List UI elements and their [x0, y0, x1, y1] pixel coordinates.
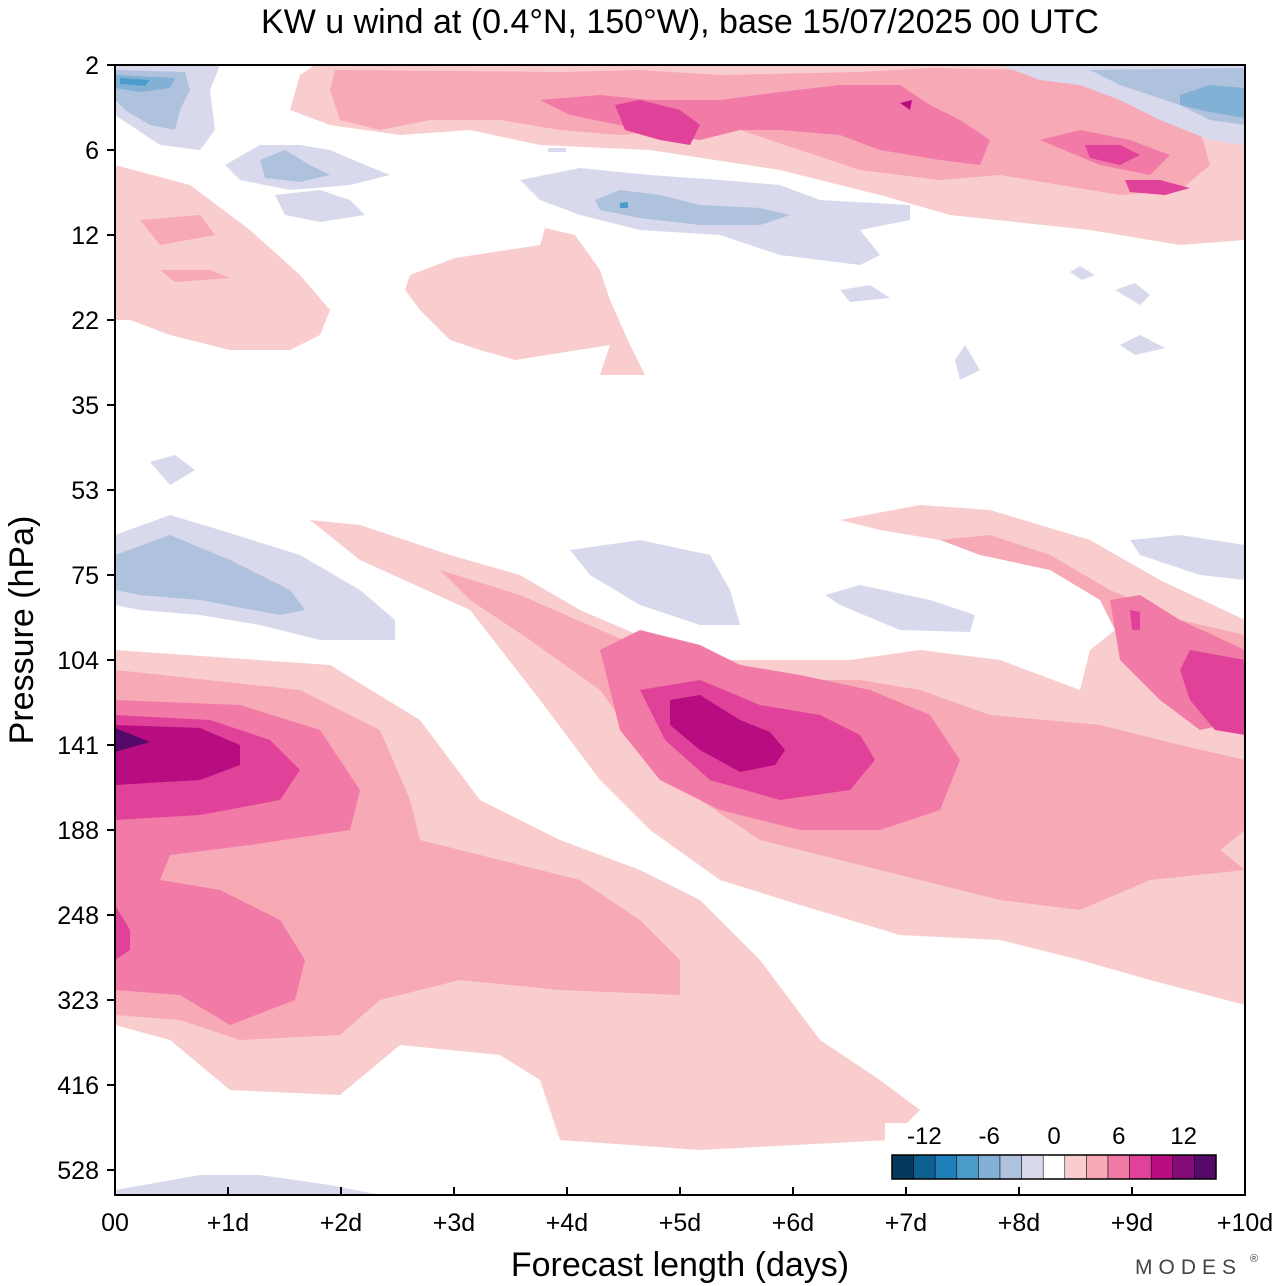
- colorbar-swatch: [999, 1154, 1022, 1180]
- colorbar-swatch: [1150, 1154, 1174, 1180]
- x-tick-label: +3d: [433, 1209, 475, 1237]
- colorbar-tick-label: -6: [979, 1123, 1000, 1150]
- y-tick-label: 323: [57, 987, 99, 1015]
- y-tick-label: 248: [57, 902, 99, 930]
- x-tick-label: +9d: [1111, 1209, 1153, 1237]
- colorbar-swatch: [978, 1154, 1001, 1180]
- y-tick-label: 75: [71, 562, 99, 590]
- x-tick-label: +1d: [207, 1209, 249, 1237]
- contour-westerly-upper-7: [1125, 180, 1190, 195]
- x-tick-label: +5d: [659, 1209, 701, 1237]
- contour-westerly-left-upper-2: [140, 215, 215, 245]
- contour-westerly-core-east: [670, 695, 785, 772]
- y-tick-label: 104: [57, 647, 99, 675]
- contour-easterly-75hPa-2: [115, 535, 305, 615]
- contour-easterly-53hPa: [150, 455, 195, 485]
- y-tick-label: 188: [57, 817, 99, 845]
- contour-easterly-9hPa-spot: [620, 202, 628, 208]
- modes-logo-mark: ®: [1250, 1253, 1258, 1265]
- x-axis-label: Forecast length (days): [511, 1246, 849, 1284]
- colorbar-swatch: [1021, 1154, 1044, 1180]
- colorbar-tick-label: 6: [1112, 1123, 1125, 1150]
- y-tick-label: 6: [85, 137, 99, 165]
- y-axis: 2 6 12 22 35 53 75 104 141 188 248 323 416 528: [57, 52, 115, 1185]
- contour-easterly-35hPa: [955, 345, 980, 380]
- colorbar-swatch: [891, 1154, 914, 1180]
- y-tick-label: 2: [85, 52, 99, 80]
- y-tick-label: 528: [57, 1157, 99, 1185]
- colorbar-swatch: [1172, 1154, 1195, 1180]
- contour-easterly-18hPa: [1070, 266, 1095, 280]
- colorbar-swatch: [1042, 1154, 1066, 1180]
- contour-easterly-2hPa-4: [120, 78, 150, 86]
- x-tick-label: 00: [101, 1209, 129, 1237]
- colorbar-swatch: [1064, 1154, 1087, 1180]
- colorbar-tick-label: -12: [907, 1123, 942, 1150]
- contour-westerly-mid-upper: [405, 228, 645, 375]
- contour-easterly-10hPa: [275, 190, 365, 222]
- x-tick-label: +7d: [885, 1209, 927, 1237]
- x-tick-label: +2d: [320, 1209, 362, 1237]
- contour-westerly-upper-5: [615, 100, 700, 145]
- modes-logo: MODES: [1135, 1256, 1242, 1279]
- x-tick-label: +6d: [772, 1209, 814, 1237]
- colorbar-swatch: [1194, 1154, 1217, 1180]
- colorbar-swatch: [913, 1154, 936, 1180]
- contour-easterly-90hPa: [825, 585, 975, 632]
- colorbar-tick-label: 12: [1170, 1123, 1197, 1150]
- x-tick-label: +4d: [546, 1209, 588, 1237]
- contour-westerly-lower-left: [115, 905, 130, 960]
- contour-westerly-core-west: [115, 725, 240, 785]
- x-axis: 00 +1d +2d +3d +4d +5d +6d +7d +8d +9d +10d: [101, 1187, 1273, 1237]
- contour-easterly-75hPa-east: [1130, 535, 1245, 580]
- y-tick-label: 22: [71, 307, 99, 335]
- contour-easterly-28hPa: [1120, 335, 1165, 355]
- colorbar-swatch: [1129, 1154, 1152, 1180]
- contour-westerly-upper-6: [1085, 145, 1140, 165]
- chart-title: KW u wind at (0.4°N, 150°W), base 15/07/…: [261, 3, 1099, 41]
- x-tick-label: +8d: [998, 1209, 1040, 1237]
- colorbar-frame: [891, 1154, 1217, 1180]
- contour-easterly-6hPa: [548, 148, 566, 152]
- colorbar-swatch: [1086, 1154, 1109, 1180]
- contour-westerly-east-spot: [1130, 610, 1140, 630]
- y-axis-label: Pressure (hPa): [3, 516, 41, 745]
- contour-easterly-550hPa: [115, 1175, 380, 1195]
- contour-easterly-9hPa-2: [595, 190, 790, 225]
- colorbar-swatch: [1107, 1154, 1130, 1180]
- contour-easterly-20hPa: [1115, 283, 1150, 305]
- contour-westerly-upper-spot: [900, 100, 912, 110]
- y-tick-label: 53: [71, 477, 99, 505]
- y-tick-label: 12: [71, 222, 99, 250]
- y-tick-label: 416: [57, 1072, 99, 1100]
- contour-westerly-east-4: [1180, 650, 1245, 735]
- contour-easterly-7hPa-2: [260, 150, 330, 182]
- y-tick-label: 35: [71, 392, 99, 420]
- colorbar-swatch: [934, 1154, 958, 1180]
- contour-field: [115, 65, 1245, 1195]
- contour-westerly-spot: [783, 1083, 800, 1108]
- contour-westerly-peak: [115, 728, 150, 752]
- contour-westerly-east: [840, 505, 1245, 700]
- contour-easterly-2hPa-east-3: [1180, 85, 1245, 118]
- colorbar: -12 -6 0 6 12: [885, 1123, 1225, 1187]
- contour-westerly-left-upper: [115, 165, 330, 350]
- y-tick-label: 141: [57, 732, 99, 760]
- colorbar-swatch: [956, 1154, 979, 1180]
- contour-easterly-22hPa: [840, 285, 890, 302]
- contour-easterly-75hPa-mid: [570, 540, 740, 625]
- colorbar-tick-label: 0: [1047, 1123, 1060, 1150]
- x-tick-label: +10d: [1217, 1209, 1273, 1237]
- contour-westerly-left-upper-3: [160, 270, 230, 282]
